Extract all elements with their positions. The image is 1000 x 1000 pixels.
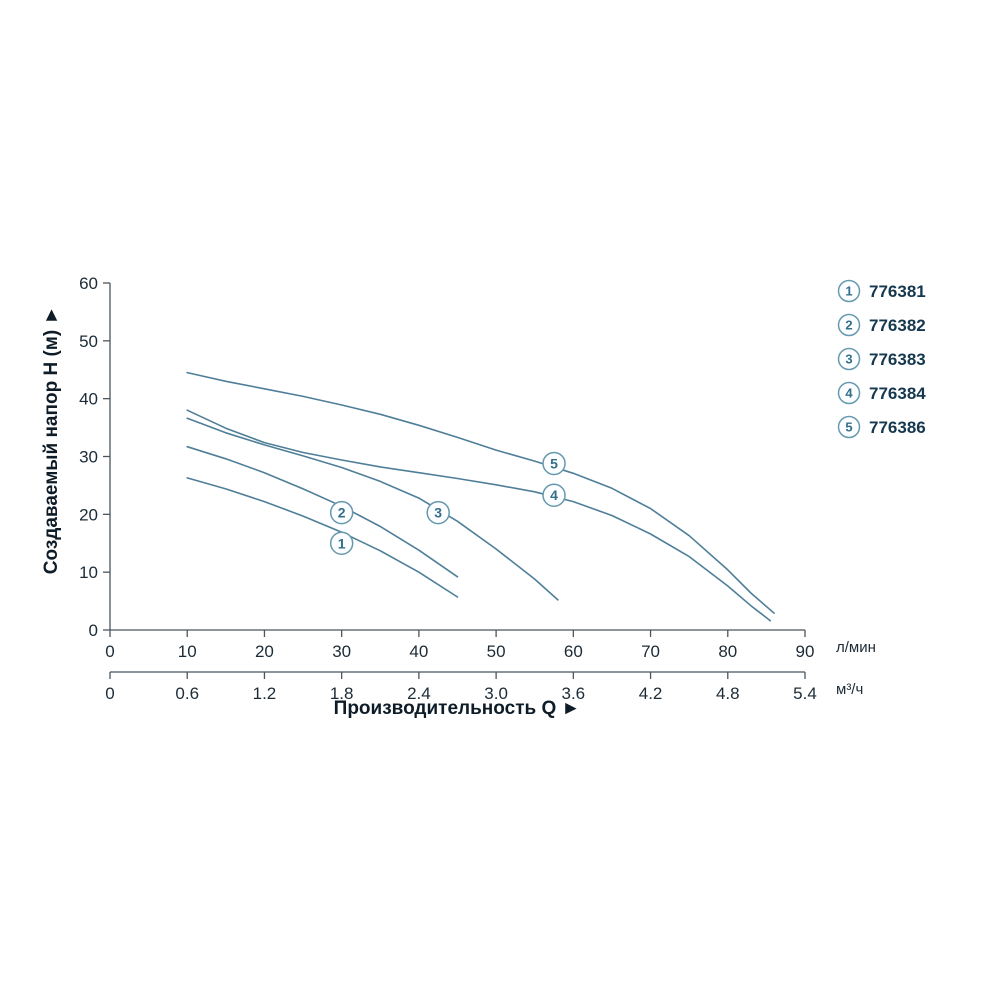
y-tick-label: 30 bbox=[79, 448, 98, 467]
x-axis-title: Производительность Q ► bbox=[334, 698, 581, 719]
x-tick-label-primary: 80 bbox=[718, 642, 737, 661]
legend-num-1: 1 bbox=[845, 284, 852, 299]
x-tick-label-primary: 20 bbox=[255, 642, 274, 661]
y-tick-label: 50 bbox=[79, 332, 98, 351]
curve-label-circle-1 bbox=[329, 531, 354, 555]
curve-label-num-4: 4 bbox=[550, 487, 558, 503]
x-tick-label-secondary: 1.2 bbox=[253, 684, 277, 703]
curve-label-num-2: 2 bbox=[338, 505, 346, 521]
curve-776381 bbox=[186, 477, 459, 598]
y-tick-label: 0 bbox=[89, 621, 98, 640]
x-tick-label-secondary: 5.4 bbox=[793, 684, 817, 703]
legend-code-776386: 776386 bbox=[869, 418, 926, 437]
axes: 0 10 20 30 40 50 60 0 10 20 30 40 50 60 70 80 90 0 0.6 1.2 1… bbox=[79, 274, 817, 703]
legend-code-776384: 776384 bbox=[869, 384, 926, 403]
curve-label-circle-4 bbox=[542, 483, 566, 507]
curve-labels: 1 2 3 4 5 bbox=[329, 451, 566, 555]
y-axis-title: Создаваемый напор H (м) ► bbox=[41, 306, 62, 575]
x-unit-secondary-label: м³/ч bbox=[836, 681, 863, 698]
y-tick-label: 20 bbox=[79, 505, 98, 524]
x-tick-label-secondary: 4.2 bbox=[639, 684, 663, 703]
x-tick-label-primary: 50 bbox=[487, 642, 506, 661]
x-tick-label-secondary: 3.6 bbox=[562, 684, 586, 703]
x-tick-label-secondary: 4.8 bbox=[716, 684, 740, 703]
legend-num-3: 3 bbox=[845, 352, 852, 367]
legend-circle-3 bbox=[837, 347, 861, 371]
legend-code-776383: 776383 bbox=[869, 350, 926, 369]
legend-circle-4 bbox=[837, 381, 861, 405]
x-tick-label-primary: 10 bbox=[178, 642, 197, 661]
curve-label-circle-2 bbox=[329, 500, 354, 525]
legend: 1 776381 2 776382 3 776383 4 776384 5 776386 bbox=[837, 279, 926, 439]
x-tick-label-secondary: 3.0 bbox=[484, 684, 508, 703]
curves bbox=[186, 371, 775, 622]
legend-num-2: 2 bbox=[845, 318, 852, 333]
curve-label-num-1: 1 bbox=[338, 535, 346, 551]
legend-num-5: 5 bbox=[845, 420, 852, 435]
x-tick-label-primary: 30 bbox=[332, 642, 351, 661]
x-tick-label-primary: 70 bbox=[641, 642, 660, 661]
x-tick-label-primary: 40 bbox=[409, 642, 428, 661]
y-tick-label: 60 bbox=[79, 274, 98, 293]
y-tick-label: 10 bbox=[79, 563, 98, 582]
x-tick-label-primary: 90 bbox=[796, 642, 815, 661]
curve-label-num-3: 3 bbox=[434, 505, 442, 521]
x-tick-label-secondary: 0 bbox=[105, 684, 114, 703]
legend-num-4: 4 bbox=[845, 386, 853, 401]
legend-circle-1 bbox=[837, 279, 861, 303]
legend-circle-2 bbox=[837, 313, 861, 337]
x-tick-label-secondary: 2.4 bbox=[407, 684, 431, 703]
legend-code-776381: 776381 bbox=[869, 282, 926, 301]
x-tick-label-primary: 0 bbox=[105, 642, 114, 661]
legend-code-776382: 776382 bbox=[869, 316, 926, 335]
curve-776382 bbox=[186, 445, 459, 578]
x-tick-label-secondary: 1.8 bbox=[330, 684, 354, 703]
y-tick-label: 40 bbox=[79, 390, 98, 409]
x-unit-primary-label: л/мин bbox=[836, 639, 876, 656]
legend-circle-5 bbox=[837, 415, 861, 439]
curve-label-num-5: 5 bbox=[550, 455, 558, 471]
curve-776386 bbox=[186, 371, 775, 615]
x-tick-label-secondary: 0.6 bbox=[175, 684, 199, 703]
curve-label-circle-3 bbox=[426, 500, 450, 525]
curve-label-circle-5 bbox=[542, 451, 566, 476]
x-tick-label-primary: 60 bbox=[564, 642, 583, 661]
curve-776383 bbox=[186, 417, 559, 601]
curve-776384 bbox=[186, 409, 772, 622]
